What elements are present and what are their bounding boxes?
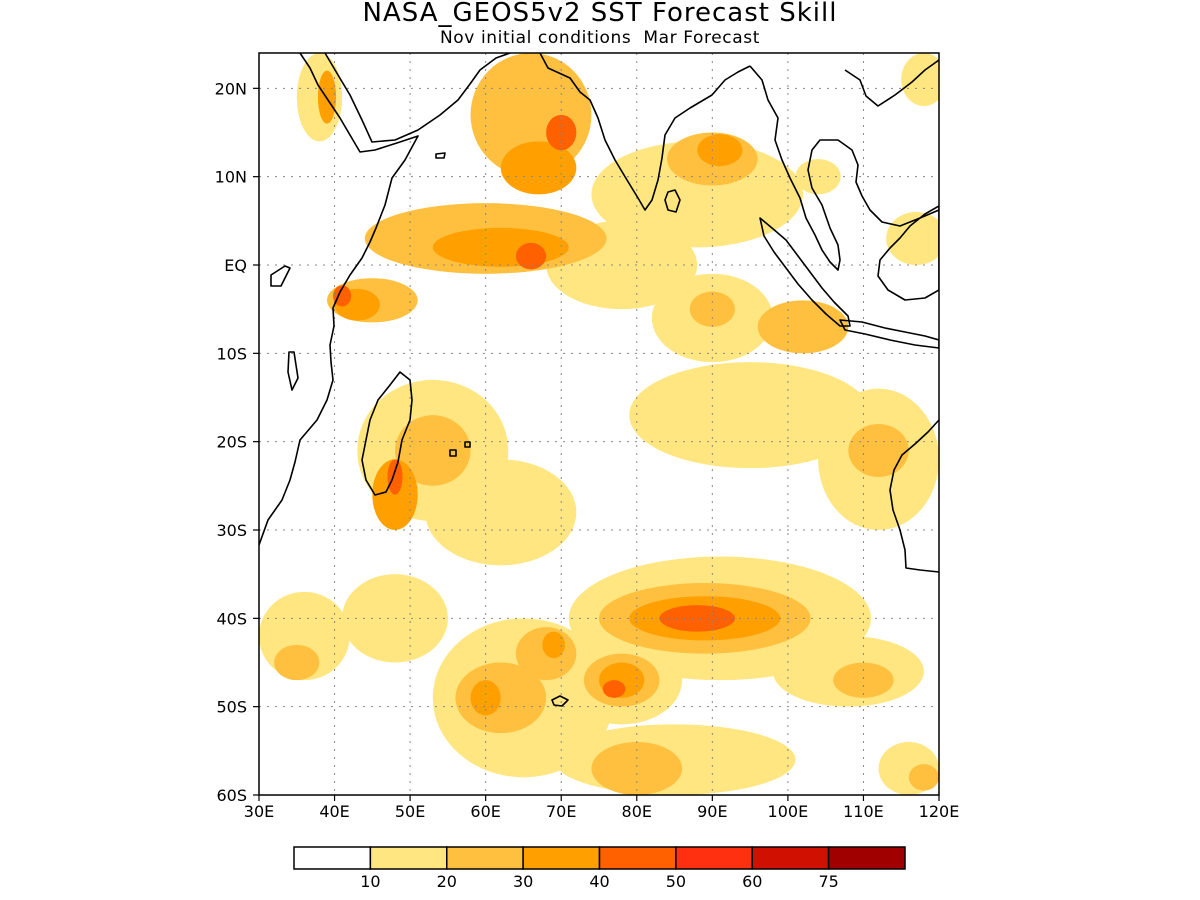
skill-region (515, 242, 547, 270)
skill-region (591, 742, 683, 795)
colorbar-label: 60 (742, 872, 762, 891)
colorbar-swatch (446, 846, 524, 870)
coast-sri-lanka (664, 189, 681, 213)
skill-region (333, 285, 352, 307)
y-tick-label: 50S (216, 698, 247, 717)
colorbar-label: 40 (589, 872, 609, 891)
coast-indochina (844, 59, 939, 107)
x-tick-label: 90E (697, 802, 727, 821)
coast-borneo (877, 205, 939, 301)
map-axes: 30E 40E 50E 60E 70E 80E 90E 100E 110E 120E 20N 10N E… (215, 79, 960, 821)
coastlines (259, 53, 939, 707)
skill-region (387, 459, 403, 495)
skill-region (757, 300, 849, 354)
x-tick-label: 120E (919, 802, 960, 821)
colorbar-swatch (827, 846, 906, 870)
figure-title: NASA_GEOS5v2 SST Forecast Skill (362, 0, 838, 28)
skill-region (274, 644, 320, 681)
skill-region (542, 631, 566, 659)
x-tick-label: 30E (244, 802, 274, 821)
colorbar-label: 50 (666, 872, 686, 891)
y-tick-label: 30S (216, 521, 247, 540)
colorbar-swatch (675, 846, 753, 870)
coast-sumatra (759, 217, 851, 327)
x-tick-label: 70E (546, 802, 576, 821)
colorbar-swatch (598, 846, 677, 870)
map-gridlines (259, 53, 939, 795)
x-tick-label: 110E (843, 802, 884, 821)
colorbar-label: 10 (360, 872, 380, 891)
skill-region (470, 680, 501, 716)
y-tick-label: 10N (215, 168, 247, 187)
skill-region (629, 362, 871, 469)
skill-region (455, 662, 547, 734)
y-tick-label: EQ (224, 256, 247, 275)
colorbar-label: 75 (818, 872, 838, 891)
colorbar-swatch (751, 846, 830, 870)
skill-shading (259, 53, 939, 795)
skill-region (908, 764, 939, 791)
coast-kerguelen (551, 695, 569, 707)
skill-region (659, 605, 735, 632)
skill-region (901, 53, 939, 106)
skill-region (500, 141, 577, 195)
x-tick-label: 80E (622, 802, 652, 821)
skill-region (833, 662, 894, 698)
coast-socotra (435, 152, 446, 159)
x-tick-label: 50E (395, 802, 425, 821)
coast-africa-east (259, 53, 419, 546)
skill-region (602, 680, 626, 698)
y-tick-label: 40S (216, 609, 247, 628)
colorbar-swatch (369, 846, 448, 870)
coast-arabia (324, 53, 511, 143)
coast-madagascar (361, 371, 413, 496)
skill-region (697, 134, 743, 167)
colorbar-swatch (522, 846, 601, 870)
x-tick-label: 40E (319, 802, 349, 821)
figure-subtitle: Nov initial conditions Mar Forecast (439, 28, 760, 48)
y-tick-label: 20S (216, 433, 247, 452)
coast-kenya-island (270, 265, 291, 287)
colorbar-legend: 10 20 30 40 50 60 75 (293, 846, 906, 891)
x-tick-label: 100E (768, 802, 809, 821)
coast-myanmar-malaysia (749, 65, 939, 271)
colorbar-label: 30 (513, 872, 533, 891)
skill-region (425, 459, 577, 566)
coast-java (839, 319, 939, 349)
coast-india (539, 53, 751, 211)
y-tick-label: 10S (216, 344, 247, 363)
coast-comoros (287, 351, 299, 391)
y-tick-label: 20N (215, 79, 247, 98)
coast-mauritius (464, 441, 471, 448)
y-tick-label: 60S (216, 786, 247, 805)
coast-australia (889, 419, 939, 573)
skill-region (432, 227, 569, 267)
colorbar-label: 20 (437, 872, 457, 891)
map-frame (258, 52, 940, 796)
skill-region (848, 424, 909, 477)
skill-region (546, 114, 577, 151)
x-tick-label: 60E (470, 802, 500, 821)
skill-region (795, 159, 841, 195)
skill-region (395, 415, 471, 486)
coast-reunion (449, 449, 457, 457)
colorbar-swatch (293, 846, 372, 870)
